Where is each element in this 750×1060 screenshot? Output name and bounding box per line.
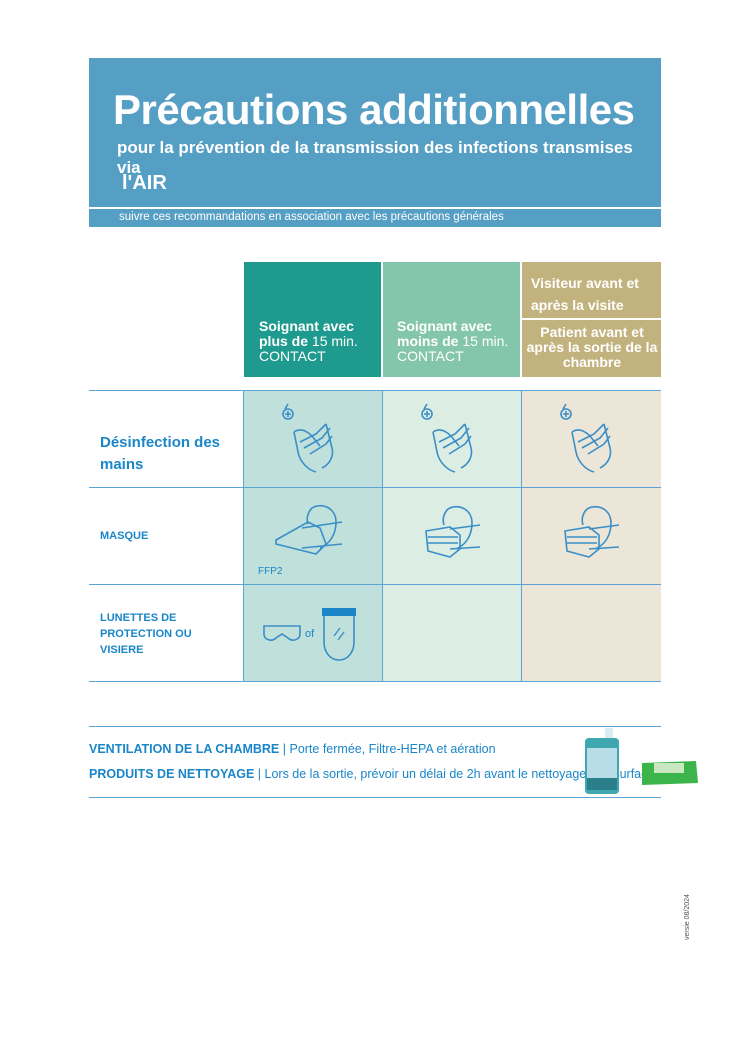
surgical-mask-icon	[564, 505, 620, 558]
column-header-short-contact: Soignant avec moins de 15 min. CONTACT	[383, 262, 520, 377]
page-subtitle: pour la prévention de la transmission de…	[117, 138, 633, 177]
transmission-route: l'AIR	[122, 172, 167, 194]
hand-disinfection-icon	[560, 403, 612, 473]
divider	[89, 681, 661, 682]
col-sub: CONTACT	[259, 348, 326, 364]
divider	[89, 487, 661, 488]
disinfectant-bottle-image	[585, 728, 619, 794]
col-label: Soignant avec moins de	[397, 318, 492, 349]
cleaning-heading: PRODUITS DE NETTOYAGE	[89, 767, 255, 781]
col-label: Visiteur avant et après la visite	[531, 275, 639, 313]
or-label: of	[305, 628, 315, 640]
ffp2-mask-icon	[275, 504, 343, 555]
face-shield-icon	[322, 608, 356, 661]
divider	[89, 726, 661, 727]
col-duration: 15 min.	[311, 333, 358, 349]
column-header-long-contact: Soignant avec plus de 15 min. CONTACT	[244, 262, 381, 377]
ffp2-label: FFP2	[258, 566, 283, 577]
divider	[89, 390, 661, 391]
column-header-patient: Patient avant et après la sortie de la c…	[522, 320, 661, 377]
col-sub: CONTACT	[397, 348, 464, 364]
wipes-pack-image	[642, 761, 698, 785]
goggles-icon	[263, 625, 301, 641]
page-title: Précautions additionnelles	[113, 86, 635, 133]
recommendation-band: suivre ces recommandations en associatio…	[89, 209, 661, 227]
cleaning-text: Lors de la sortie, prévoir un délai de 2…	[264, 767, 661, 781]
title-banner: Précautions additionnelles pour la préve…	[89, 58, 661, 207]
version-label: versie 08/2024	[684, 894, 691, 940]
row-label-goggles: LUNETTES DE PROTECTION OU VISIERE	[100, 612, 192, 656]
column-header-visitor: Visiteur avant et après la visite	[522, 262, 661, 318]
divider	[89, 584, 661, 585]
surgical-mask-icon	[425, 505, 481, 558]
col-label: Soignant avec plus de	[259, 318, 354, 349]
divider	[382, 390, 383, 681]
divider	[89, 797, 661, 798]
col-duration: 15 min.	[462, 333, 509, 349]
ventilation-note: VENTILATION DE LA CHAMBRE | Porte fermée…	[89, 742, 496, 756]
row-label-mask: MASQUE	[100, 530, 149, 542]
hand-disinfection-icon	[421, 403, 473, 473]
hand-disinfection-icon	[282, 403, 334, 473]
ventilation-heading: VENTILATION DE LA CHAMBRE	[89, 742, 280, 756]
ventilation-text: Porte fermée, Filtre-HEPA et aération	[289, 742, 496, 756]
divider	[243, 390, 244, 681]
cleaning-note: PRODUITS DE NETTOYAGE | Lors de la sorti…	[89, 767, 661, 781]
col-label: Patient avant et après la sortie de la c…	[526, 324, 658, 370]
row-label-hands: Désinfection des mains	[100, 434, 221, 473]
divider	[521, 390, 522, 681]
